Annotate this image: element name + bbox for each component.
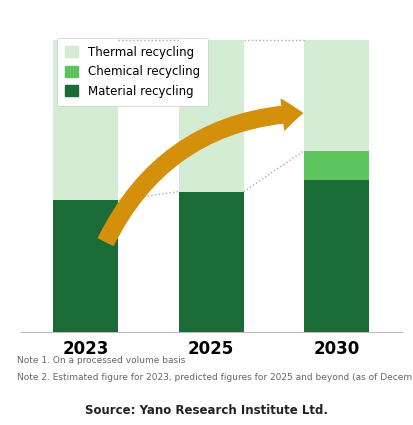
- Text: Source: Yano Research Institute Ltd.: Source: Yano Research Institute Ltd.: [85, 404, 328, 417]
- Bar: [303, 180, 368, 332]
- Text: Note 1. On a processed volume basis: Note 1. On a processed volume basis: [17, 357, 185, 366]
- Bar: [303, 40, 368, 332]
- Legend: Thermal recycling, Chemical recycling, Material recycling: Thermal recycling, Chemical recycling, M…: [57, 37, 208, 106]
- Text: Note 2. Estimated figure for 2023, predicted figures for 2025 and beyond (as of : Note 2. Estimated figure for 2023, predi…: [17, 374, 413, 382]
- Bar: [178, 192, 243, 332]
- FancyArrowPatch shape: [98, 99, 301, 245]
- Bar: [303, 151, 368, 180]
- Bar: [53, 200, 118, 332]
- Bar: [53, 40, 118, 332]
- Bar: [178, 40, 243, 332]
